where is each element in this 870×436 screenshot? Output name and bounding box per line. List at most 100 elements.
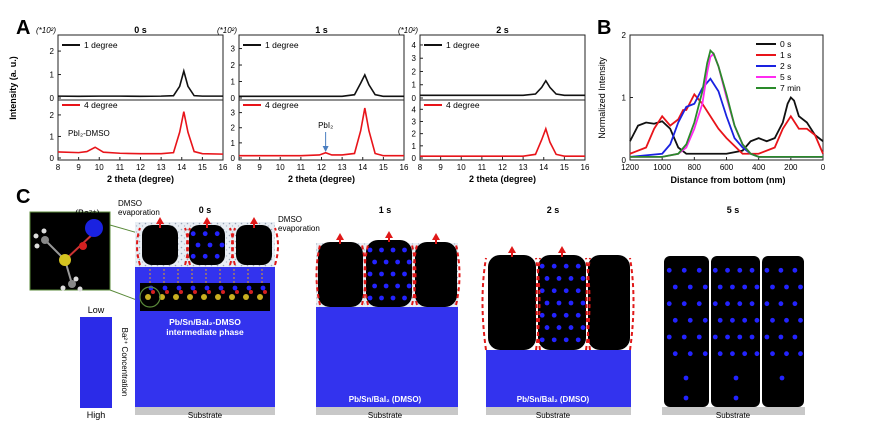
depth-xtick-label: 600 [720,163,734,172]
ba-dot-5s [681,334,687,340]
depth-xtick-label: 0 [821,163,826,172]
depth-ytick-label: 0 [622,156,627,165]
layer-label-2s: Pb/Sn/BaI₂ (DMSO) [517,395,590,404]
ba-dot-intermediate [148,285,154,291]
ba-dot-1s [406,259,412,265]
ba-dot-1s [395,259,401,265]
depth-xtick-label: 1000 [653,163,671,172]
ba-dot-1s [367,295,373,301]
dmso-oxygen-dot [165,290,169,294]
ba-dot-5s [742,351,748,357]
xrd-ytick-label-top: 1 [412,81,417,90]
substrate-label-0s: Substrate [188,411,223,420]
substrate-5s [662,407,805,415]
depth-series-5-s [630,52,823,158]
ba-dot-1s [402,247,407,253]
ba-dot-5s [725,334,730,340]
ba-dot-5s [696,301,702,307]
evaporation-path-0s [184,227,189,266]
ba-dot-0s [214,231,220,237]
ba-dot-0s [214,253,220,259]
ba-dot-5s [737,301,743,307]
xrd-series-1-degree-0 [57,67,223,98]
film-layer-2s [486,350,631,407]
xrd-xtick-label: 14 [539,163,548,172]
ba-dot-2s [563,337,569,343]
ba-dot-5s [730,284,735,290]
xrd-ytick-label-top: 2 [50,47,55,56]
xrd-ytick-label-top: 3 [231,45,236,54]
evaporation-arrow-head [336,233,344,240]
ba-dot-5s [696,267,702,273]
hydrogen-atom-6 [73,276,79,282]
panel-label-c: C [16,186,30,208]
ba-dot-5s [778,267,784,273]
ba-dot-1s [402,295,407,301]
ba-dot-intermediate [176,285,182,291]
ba-dot-5s [749,334,755,340]
ba-dot-2s [556,276,562,281]
xrd-ytick-label-bottom: 1 [412,142,417,151]
depth-legend-label: 0 s [780,39,791,49]
ba-dot-5s [672,284,678,290]
evaporation-path-1s [455,244,461,306]
depth-xtick-label: 200 [784,163,798,172]
ba-dot-5s [717,351,723,357]
dmso-oxygen-dot [193,290,197,294]
ba-dot-5s [792,267,798,273]
xrd-xtick-label: 12 [317,163,326,172]
ba-dot-5s [742,317,748,323]
grain-1s-2 [366,240,412,307]
xrd-ytick-label-top: 4 [412,41,417,50]
ba-dot-5s [749,301,755,307]
ba-dot-5s [778,334,784,340]
ba-dot-0s [195,242,201,248]
depth-ytick-label: 1 [622,94,627,103]
grain-2s-2 [538,255,586,350]
dmso-sulfur-dot [215,294,221,300]
grain-5s-2 [711,256,760,407]
oxygen-atom [79,242,87,250]
xrd-ytick-label-bottom: 2 [231,124,236,133]
evaporation-path-1s [315,244,321,306]
xrd-x-label-2: 2 theta (degree) [469,174,536,184]
xrd-scale-label-2: (*10²) [398,26,418,35]
ba-dot-5s [749,267,755,273]
xrd-frame-2 [419,34,586,161]
ba-dot-5s [725,301,730,307]
xrd-xtick-label: 9 [76,163,81,172]
ba-dot-2s [575,337,581,343]
xrd-xtick-label: 16 [219,163,228,172]
evaporation-arrow-head [385,231,393,238]
inset-highlight-circle [139,286,161,308]
grain-2s-1 [488,255,536,350]
ba-dot-5s [792,301,798,307]
dmso-sulfur-dot [257,294,263,300]
xrd-ytick-label-top: 0 [412,94,417,103]
xrd-ytick-label-bottom: 0 [231,154,236,163]
annotation-pbi2-dmso: PbI₂-DMSO [68,129,110,138]
ba-dot-0s [202,253,208,259]
substrate-0s [135,407,275,415]
xrd-series-4-degree-0 [57,111,224,155]
ba-dot-5s [687,351,693,357]
xrd-ytick-label-bottom: 3 [412,117,417,126]
ba-dot-2s [551,312,557,318]
ba-dot-5s [672,317,678,323]
ba-dot-intermediate [190,285,196,291]
hydrogen-atom-5 [77,286,83,292]
dmso-sulfur-dot [229,294,235,300]
evaporation-path-0s [231,227,236,266]
dmso-sulfur-dot [145,294,151,300]
concentration-bar [80,317,112,408]
ba-dot-5s [730,351,735,357]
ba-dot-5s [798,284,803,290]
depth-series-0-s [629,96,824,155]
xrd-x-label-0: 2 theta (degree) [107,174,174,184]
xrd-series-4-degree-2 [420,126,585,157]
carbon-atom-1 [41,236,49,244]
ba-dot-1s [367,247,373,253]
xrd-ytick-label-bottom: 4 [412,105,417,114]
hydrogen-atom-1 [33,233,39,239]
